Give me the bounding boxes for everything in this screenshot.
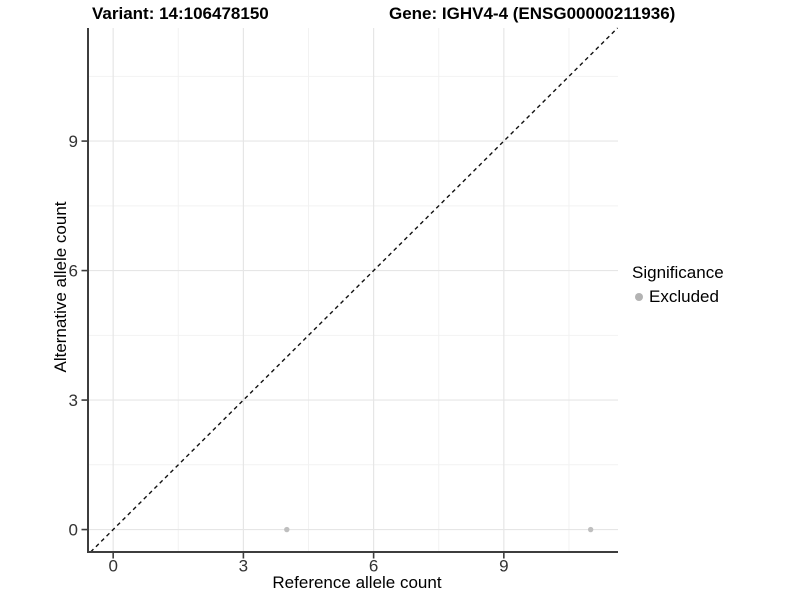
y-tick-label: 0	[69, 521, 78, 540]
x-tick-label: 6	[369, 557, 378, 576]
legend-item-label: Excluded	[649, 287, 719, 306]
legend: Significance Excluded	[632, 263, 724, 307]
gene-title: Gene: IGHV4-4 (ENSG00000211936)	[389, 4, 676, 23]
x-tick-label: 9	[499, 557, 508, 576]
legend-title: Significance	[632, 263, 724, 282]
x-tick-label: 3	[239, 557, 248, 576]
legend-item-excluded: Excluded	[632, 287, 724, 307]
y-axis-title: Alternative allele count	[51, 201, 70, 373]
data-point	[587, 526, 594, 533]
identity-dashed-line	[90, 27, 619, 553]
variant-title: Variant: 14:106478150	[92, 4, 269, 23]
y-tick-label: 3	[69, 391, 78, 410]
x-axis-title: Reference allele count	[272, 573, 442, 592]
x-tick-label: 0	[108, 557, 117, 576]
data-point	[284, 526, 290, 533]
y-tick-label: 9	[69, 132, 78, 151]
y-tick-label: 6	[69, 262, 78, 281]
excluded-point-icon	[635, 293, 643, 301]
